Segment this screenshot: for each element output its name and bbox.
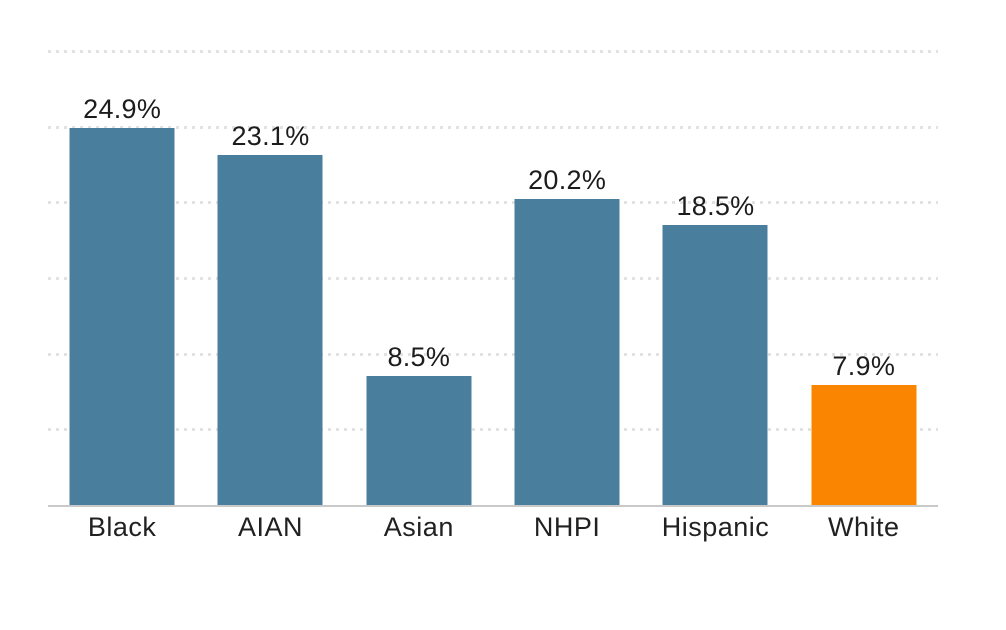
x-axis-label-aian: AIAN (237, 512, 303, 542)
value-label-asian: 8.5% (387, 342, 451, 373)
gridline-25pct (48, 125, 938, 129)
bar-hispanic (662, 225, 768, 505)
bar-black (69, 128, 175, 505)
value-label-black: 24.9% (83, 94, 162, 125)
bar-slot-black: 24.9% Black (48, 51, 196, 541)
x-axis-label-white: White (828, 512, 900, 542)
value-label-hispanic: 18.5% (676, 191, 755, 222)
bar-white (811, 385, 917, 505)
bar-nhpi (514, 199, 620, 505)
bar-slot-hispanic: 18.5% Hispanic (641, 51, 789, 541)
value-label-nhpi: 20.2% (528, 165, 607, 196)
bars-container: 24.9% Black 23.1% AIAN 8.5% Asian 20.2% NHPI 18.… (48, 51, 938, 541)
plot-area: 24.9% Black 23.1% AIAN 8.5% Asian 20.2% NHPI 18.… (48, 50, 938, 541)
x-axis-line (48, 505, 938, 507)
bar-aian (217, 155, 323, 505)
x-axis-label-black: Black (87, 512, 157, 542)
gridline-5pct (48, 428, 938, 432)
x-axis-label-hispanic: Hispanic (661, 512, 770, 542)
gridline-20pct (48, 201, 938, 205)
gridline-30pct (48, 50, 938, 53)
gridline-10pct (48, 352, 938, 356)
value-label-aian: 23.1% (231, 121, 310, 152)
x-axis-label-nhpi: NHPI (533, 512, 601, 542)
gridline-15pct (48, 277, 938, 280)
bar-asian (366, 376, 472, 505)
bar-slot-white: 7.9% White (790, 51, 938, 541)
bar-slot-nhpi: 20.2% NHPI (493, 51, 641, 541)
x-axis-label-asian: Asian (383, 512, 454, 542)
value-label-white: 7.9% (832, 351, 896, 382)
bar-slot-asian: 8.5% Asian (345, 51, 493, 541)
bar-slot-aian: 23.1% AIAN (196, 51, 344, 541)
